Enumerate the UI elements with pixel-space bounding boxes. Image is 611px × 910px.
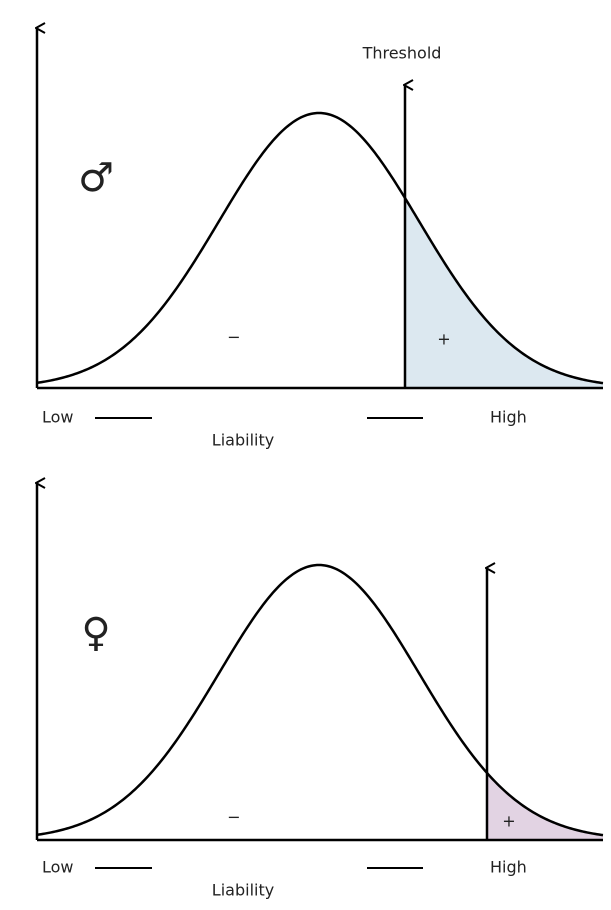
tail-area (405, 198, 603, 388)
axis-label: Liability (212, 431, 274, 450)
low-label: Low (42, 408, 74, 427)
high-label: High (490, 408, 527, 427)
below-threshold-sign: − (227, 328, 240, 347)
male-panel: Threshold ♂ − + Low High Liability (36, 28, 604, 450)
sex-symbol: ♀ (81, 610, 110, 656)
above-threshold-sign: + (502, 812, 515, 831)
high-label: High (490, 858, 527, 877)
below-threshold-sign: − (227, 808, 240, 827)
above-threshold-sign: + (437, 330, 450, 349)
tail-area (487, 772, 603, 840)
sex-symbol: ♂ (78, 155, 114, 201)
distribution-curve (36, 111, 604, 385)
axis-label: Liability (212, 881, 274, 900)
threshold-label: Threshold (362, 44, 442, 63)
low-label: Low (42, 858, 74, 877)
female-panel: ♀ − + Low High Liability (36, 483, 604, 900)
distribution-curve (36, 563, 604, 837)
